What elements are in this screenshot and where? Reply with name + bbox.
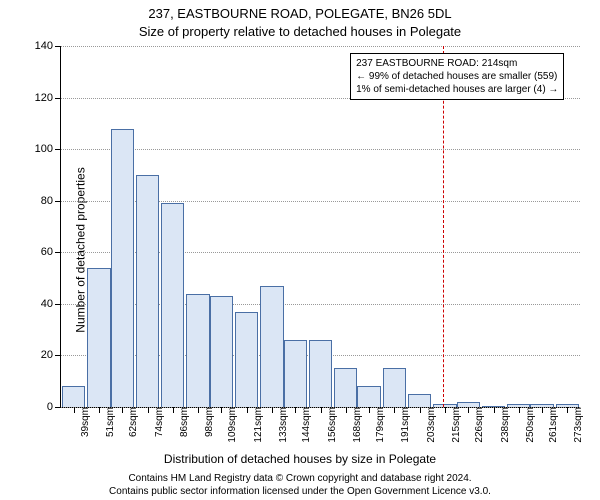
x-tick-label: 121sqm — [247, 407, 264, 443]
x-tick-label: 39sqm — [74, 407, 91, 437]
x-tick-label: 191sqm — [394, 407, 411, 443]
y-tick-label: 140 — [35, 40, 61, 52]
histogram-bar — [309, 340, 332, 407]
annotation-line: ← 99% of detached houses are smaller (55… — [356, 70, 558, 83]
x-axis-label: Distribution of detached houses by size … — [0, 452, 600, 466]
footer-line-2: Contains public sector information licen… — [0, 486, 600, 499]
y-tick-label: 60 — [41, 246, 61, 258]
histogram-bar — [235, 312, 258, 407]
histogram-bar — [161, 203, 184, 407]
histogram-bar — [357, 386, 380, 407]
x-tick-label: 74sqm — [148, 407, 165, 437]
x-tick-label: 250sqm — [519, 407, 536, 443]
x-tick-label: 203sqm — [420, 407, 437, 443]
y-tick-label: 80 — [41, 195, 61, 207]
annotation-line: 237 EASTBOURNE ROAD: 214sqm — [356, 57, 558, 70]
histogram-bar — [408, 394, 431, 407]
chart-title: 237, EASTBOURNE ROAD, POLEGATE, BN26 5DL — [0, 6, 600, 21]
x-tick-label: 133sqm — [272, 407, 289, 443]
annotation-box: 237 EASTBOURNE ROAD: 214sqm← 99% of deta… — [350, 53, 564, 100]
x-tick-label: 98sqm — [198, 407, 215, 437]
histogram-bar — [260, 286, 283, 407]
x-tick-label: 109sqm — [221, 407, 238, 443]
histogram-bar — [136, 175, 159, 407]
x-tick-label: 86sqm — [173, 407, 190, 437]
y-tick-label: 100 — [35, 143, 61, 155]
x-tick-label: 238sqm — [494, 407, 511, 443]
histogram-bar — [383, 368, 406, 407]
plot-area: 02040608010012014039sqm51sqm62sqm74sqm86… — [60, 46, 580, 408]
x-tick-label: 215sqm — [445, 407, 462, 443]
x-tick-label: 62sqm — [122, 407, 139, 437]
y-tick-label: 120 — [35, 92, 61, 104]
chart-subtitle: Size of property relative to detached ho… — [0, 24, 600, 39]
histogram-bar — [87, 268, 110, 407]
gridline — [61, 46, 580, 47]
chart-footer: Contains HM Land Registry data © Crown c… — [0, 473, 600, 498]
x-tick-label: 179sqm — [369, 407, 386, 443]
x-tick-label: 226sqm — [468, 407, 485, 443]
histogram-bar — [111, 129, 134, 407]
histogram-bar — [210, 296, 233, 407]
histogram-bar — [334, 368, 357, 407]
x-tick-label: 144sqm — [295, 407, 312, 443]
y-tick-label: 0 — [47, 401, 61, 413]
histogram-bar — [284, 340, 307, 407]
x-tick-label: 261sqm — [542, 407, 559, 443]
histogram-bar — [186, 294, 209, 407]
histogram-bar — [62, 386, 85, 407]
x-tick-label: 273sqm — [567, 407, 584, 443]
y-tick-label: 20 — [41, 349, 61, 361]
gridline — [61, 149, 580, 150]
x-tick-label: 168sqm — [346, 407, 363, 443]
x-tick-label: 156sqm — [321, 407, 338, 443]
annotation-line: 1% of semi-detached houses are larger (4… — [356, 83, 558, 96]
y-tick-label: 40 — [41, 298, 61, 310]
footer-line-1: Contains HM Land Registry data © Crown c… — [0, 473, 600, 486]
x-tick-label: 51sqm — [99, 407, 116, 437]
